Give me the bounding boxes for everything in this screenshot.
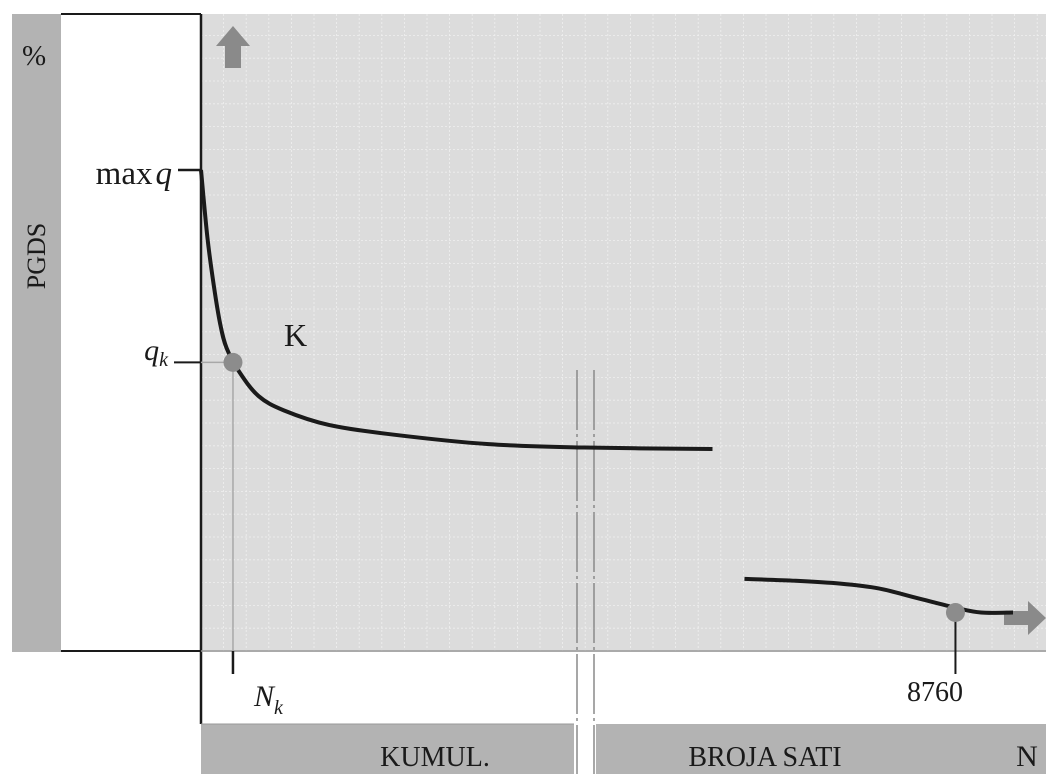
x-axis-band-gap xyxy=(574,724,596,774)
right-arrow-icon xyxy=(1004,601,1046,635)
plot-area xyxy=(201,14,1046,652)
up-arrow-icon xyxy=(216,26,250,68)
curve-segment-2 xyxy=(744,576,1014,615)
x-tick-nk: Nk xyxy=(253,680,284,719)
y-label-panel xyxy=(61,14,201,652)
y-axis-band xyxy=(12,14,61,652)
y-tick-qk: qk xyxy=(144,334,169,371)
x-axis-band xyxy=(201,724,1046,774)
x-tick-8760: 8760 xyxy=(907,677,963,708)
y-tick-max: maxq xyxy=(96,156,172,192)
x-label-kumul: KUMUL. xyxy=(380,742,490,773)
point-marker-k xyxy=(223,352,243,372)
y-axis-title: PGDS xyxy=(22,223,51,289)
grid xyxy=(201,14,1046,651)
point-label-k: K xyxy=(284,317,307,353)
y-unit-label: % xyxy=(22,40,46,72)
point-marker-8760 xyxy=(945,603,965,623)
curve-segment-1 xyxy=(199,169,713,451)
x-label-broja-sati: BROJA SATI xyxy=(688,742,841,773)
x-label-n: N xyxy=(1016,740,1038,773)
